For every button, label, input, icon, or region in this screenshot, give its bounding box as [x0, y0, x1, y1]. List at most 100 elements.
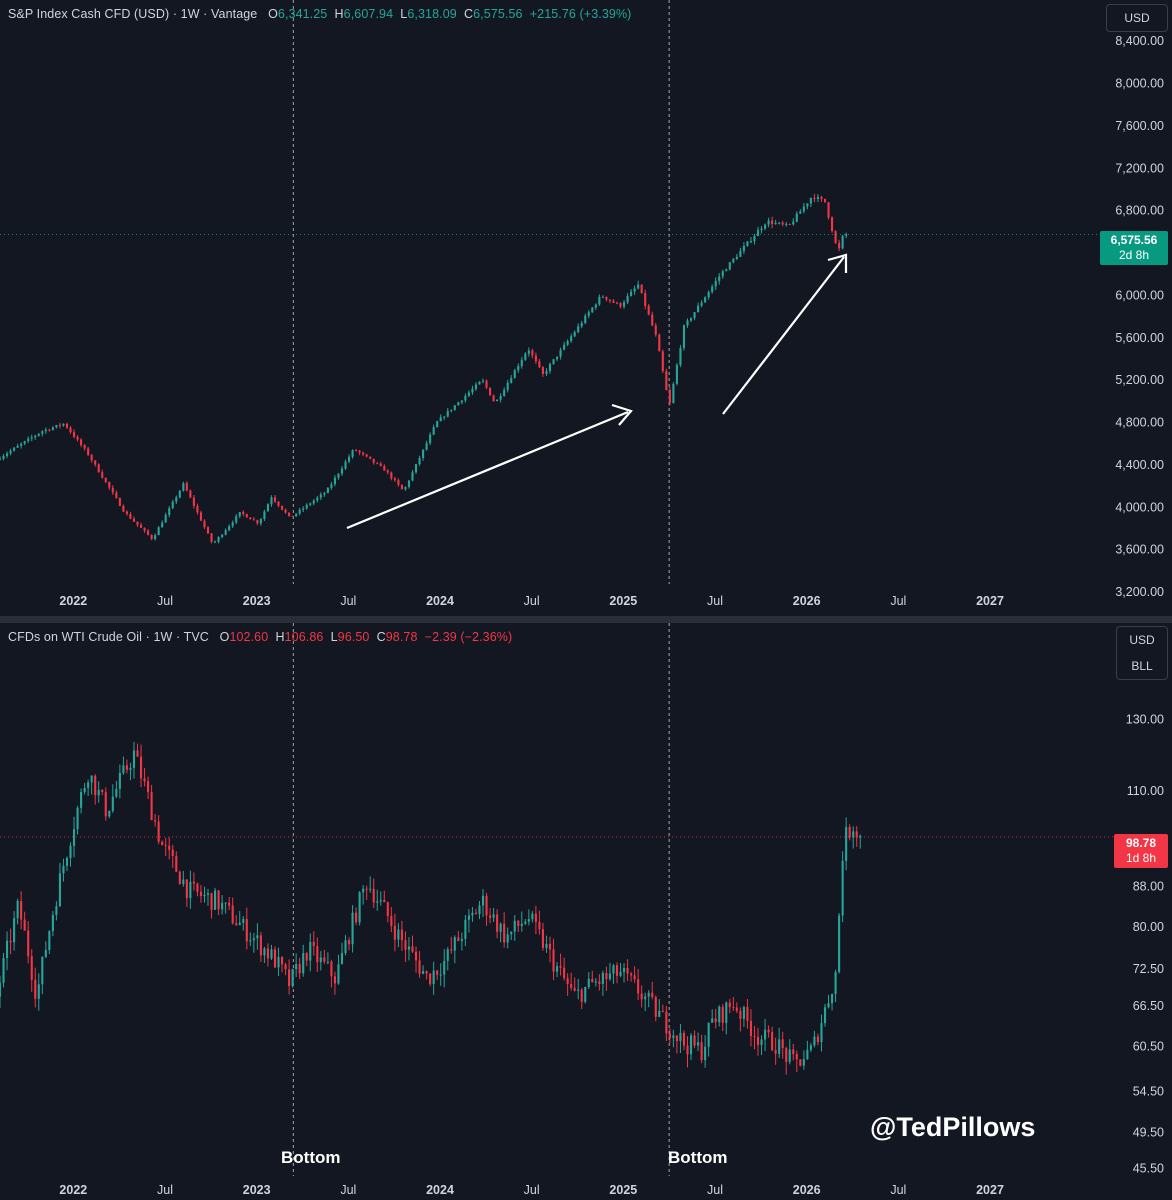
- candle-body: [654, 325, 657, 335]
- sp500-chart[interactable]: 8,400.00 8,000.00 7,600.00 7,200.00 6,800.00…: [0, 0, 1172, 616]
- candle-body: [700, 1042, 703, 1061]
- candle-body: [852, 831, 855, 838]
- oil-unit-button[interactable]: USD BLL: [1116, 626, 1168, 680]
- oil-price-axis[interactable]: 130.00 110.00 88.00 80.00 72.50 66.50 60.50 54.…: [1126, 712, 1164, 1175]
- candle-body: [605, 972, 608, 980]
- oil-close: 98.78: [385, 630, 418, 644]
- candle-body: [129, 768, 132, 770]
- candle-body: [711, 286, 714, 293]
- candle-body: [665, 371, 668, 391]
- y-tick-label: 8,000.00: [1115, 77, 1164, 91]
- x-tick-label: Jul: [340, 594, 356, 608]
- oil-symbol[interactable]: CFDs on WTI Crude Oil · 1W · TVC: [8, 630, 209, 644]
- candle-body: [552, 949, 555, 972]
- candle-body: [820, 196, 823, 199]
- candle-body: [189, 490, 192, 498]
- candle-body: [559, 349, 562, 357]
- candle-body: [608, 973, 611, 980]
- candle-body: [305, 953, 308, 961]
- candle-body: [228, 526, 231, 531]
- oil-chart-pane[interactable]: 130.00 110.00 88.00 80.00 72.50 66.50 60.50 54.…: [0, 623, 1172, 1200]
- candle-body: [707, 292, 710, 298]
- candle-body: [644, 293, 647, 306]
- candle-body: [302, 508, 305, 510]
- candle-body: [774, 1050, 777, 1054]
- candle-body: [679, 347, 682, 365]
- candle-body: [517, 920, 520, 927]
- candle-body: [147, 530, 150, 535]
- candle-body: [707, 1022, 710, 1047]
- candle-body: [827, 202, 830, 218]
- candle-body: [326, 961, 329, 963]
- candle-body: [83, 445, 86, 449]
- candle-body: [189, 881, 192, 899]
- candle-body: [672, 383, 675, 403]
- candle-body: [90, 775, 93, 783]
- y-tick-label: 5,200.00: [1115, 373, 1164, 387]
- candle-body: [841, 235, 844, 249]
- candle-body: [291, 969, 294, 987]
- candle-body: [386, 470, 389, 473]
- candle-body: [263, 948, 266, 956]
- candle-body: [714, 1018, 717, 1023]
- candle-body: [647, 305, 650, 315]
- oil-time-axis[interactable]: 2022 Jul 2023 Jul 2024 Jul 2025 Jul 2026 Jul 2027: [59, 1183, 1004, 1197]
- candle-body: [125, 765, 128, 770]
- candle-body: [580, 323, 583, 327]
- candle-body: [725, 1002, 728, 1023]
- candle-body: [732, 258, 735, 263]
- candle-body: [206, 527, 210, 534]
- candle-body: [411, 946, 414, 952]
- y-tick-label: 72.50: [1133, 962, 1164, 976]
- sp500-currency-button[interactable]: USD: [1106, 4, 1168, 32]
- candle-body: [429, 434, 432, 444]
- candle-body: [742, 245, 745, 251]
- candle-body: [513, 370, 516, 379]
- candle-body: [746, 241, 749, 246]
- candle-body: [823, 1007, 827, 1024]
- candle-body: [742, 1007, 745, 1019]
- candle-body: [778, 1039, 781, 1054]
- candle-body: [171, 849, 174, 857]
- candle-body: [0, 982, 2, 997]
- candle-body: [161, 522, 164, 528]
- y-tick-label: 49.50: [1133, 1126, 1164, 1140]
- candle-body: [111, 796, 114, 811]
- candle-body: [337, 473, 340, 478]
- candle-body: [756, 230, 760, 237]
- candle-body: [65, 423, 69, 428]
- candle-body: [605, 296, 608, 300]
- candle-body: [309, 503, 312, 505]
- candle-body: [439, 417, 442, 422]
- candle-body: [147, 781, 150, 793]
- candle-body: [756, 1036, 760, 1046]
- candle-body: [471, 388, 474, 393]
- candle-body: [573, 987, 576, 991]
- candle-body: [524, 921, 527, 924]
- candle-body: [594, 981, 597, 983]
- candle-body: [101, 472, 104, 478]
- candle-body: [714, 280, 717, 287]
- sp500-symbol[interactable]: S&P Index Cash CFD (USD) · 1W · Vantage: [8, 7, 258, 21]
- candle-body: [115, 492, 118, 499]
- candle-body: [139, 756, 143, 779]
- candle-body: [474, 912, 478, 915]
- candle-body: [728, 1002, 731, 1008]
- candle-body: [358, 892, 361, 923]
- candle-body: [704, 297, 707, 303]
- sp500-price-axis[interactable]: 8,400.00 8,000.00 7,600.00 7,200.00 6,800.00…: [1115, 34, 1164, 599]
- candle-body: [87, 448, 90, 456]
- candle-body: [143, 527, 146, 531]
- candle-body: [118, 498, 121, 506]
- candle-body: [718, 276, 721, 281]
- candle-body: [735, 1007, 738, 1011]
- candle-body: [27, 930, 30, 957]
- sp500-markers: [292, 0, 670, 584]
- pane-divider[interactable]: [0, 616, 1172, 623]
- sp500-chart-pane[interactable]: 8,400.00 8,000.00 7,600.00 7,200.00 6,800.00…: [0, 0, 1172, 616]
- sp500-time-axis[interactable]: 2022 Jul 2023 Jul 2024 Jul 2025 Jul 2026 Jul 2027: [59, 594, 1004, 608]
- candle-body: [492, 914, 495, 918]
- y-tick-label: 4,800.00: [1115, 416, 1164, 430]
- candle-body: [252, 938, 255, 941]
- oil-chart[interactable]: 130.00 110.00 88.00 80.00 72.50 66.50 60.50 54.…: [0, 623, 1172, 1200]
